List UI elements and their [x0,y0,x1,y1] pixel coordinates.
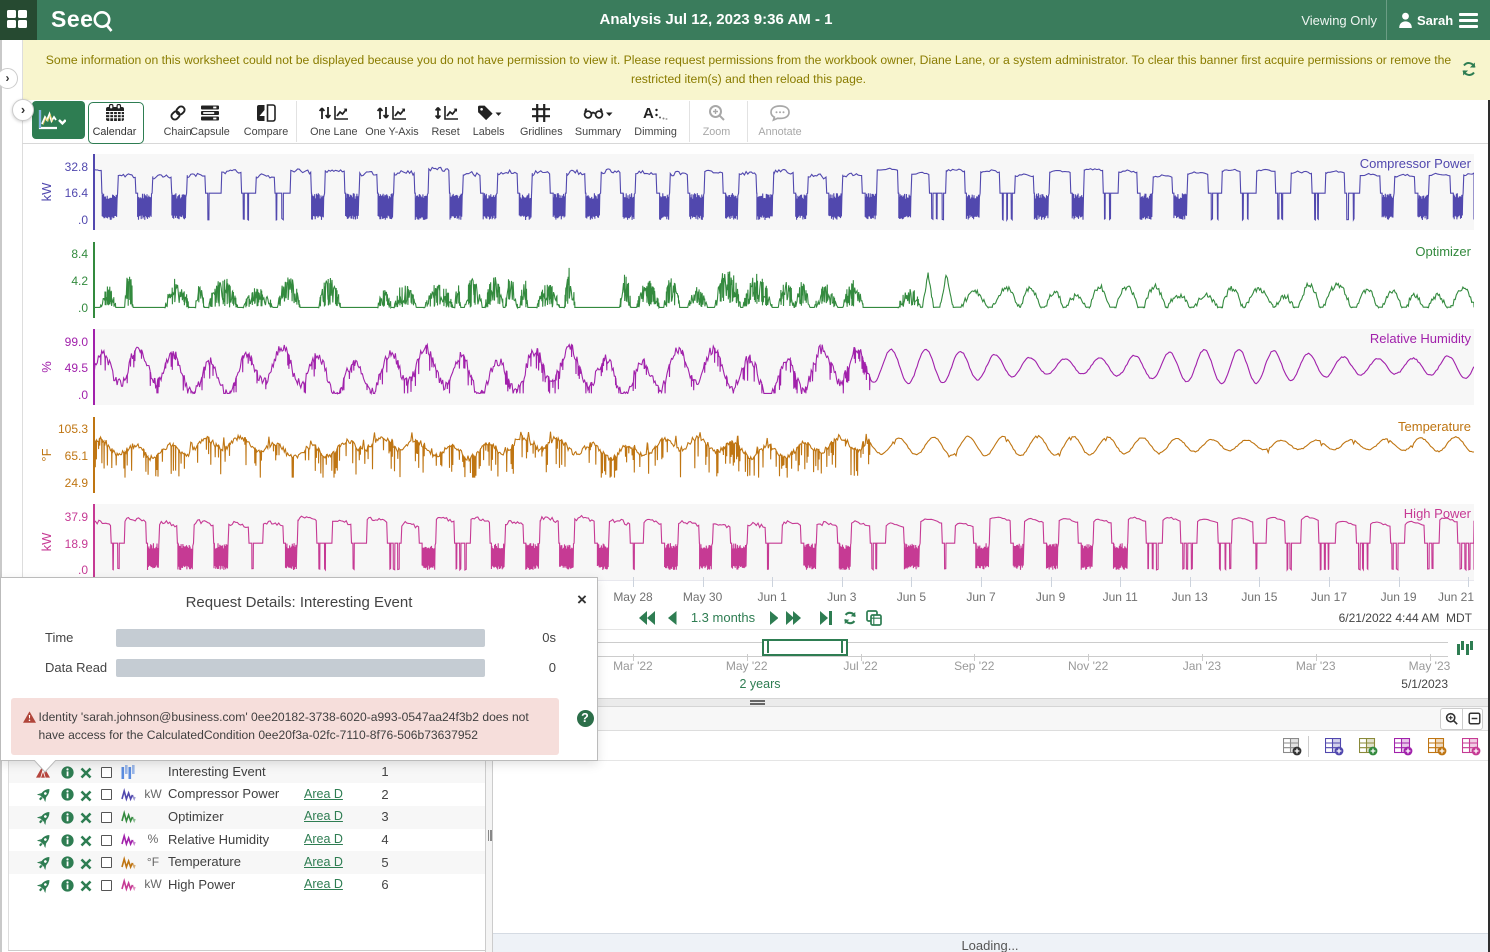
svg-text:See: See [51,6,93,32]
svg-text:A: A [643,105,654,122]
